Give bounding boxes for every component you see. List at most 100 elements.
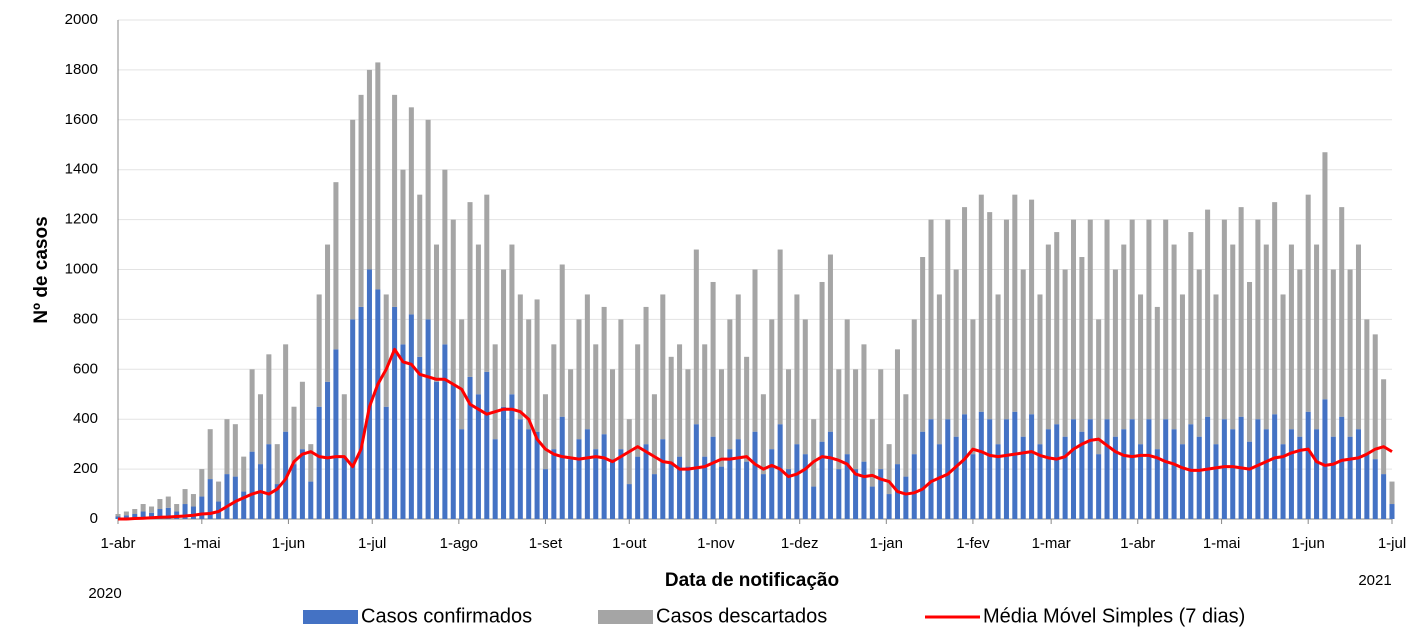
bar-segment xyxy=(677,344,683,457)
bar-segment xyxy=(1003,419,1009,519)
bar-segment xyxy=(827,254,833,432)
bar-segment xyxy=(626,484,632,519)
bar-segment xyxy=(526,319,532,430)
bar-segment xyxy=(249,369,255,452)
bar-segment xyxy=(1372,459,1378,519)
bar-segment xyxy=(727,319,733,450)
bar-segment xyxy=(484,194,490,372)
bar-segment xyxy=(408,314,414,519)
bar-segment xyxy=(718,466,724,519)
bar-segment xyxy=(1196,269,1202,437)
bar-segment xyxy=(660,294,666,440)
bar-segment xyxy=(1288,244,1294,430)
bar-segment xyxy=(123,515,129,519)
bar-segment xyxy=(492,344,498,440)
bar-segment xyxy=(1054,424,1060,519)
bar-segment xyxy=(1146,219,1152,420)
legend-swatch xyxy=(598,610,653,624)
bar-segment xyxy=(752,431,758,519)
bar-segment xyxy=(920,431,926,519)
bar-segment xyxy=(1138,444,1144,519)
bar-segment xyxy=(1129,219,1135,420)
bar-segment xyxy=(1045,429,1051,519)
bar-segment xyxy=(1355,429,1361,519)
bar-segment xyxy=(559,416,565,519)
year-label: 2020 xyxy=(88,585,121,602)
bar-segment xyxy=(283,431,289,519)
y-tick-label: 1600 xyxy=(65,111,98,128)
bar-segment xyxy=(1322,399,1328,519)
bar-segment xyxy=(819,281,825,442)
y-tick-label: 800 xyxy=(73,310,98,327)
bar-segment xyxy=(1389,481,1395,505)
bar-segment xyxy=(1154,449,1160,519)
bar-segment xyxy=(651,394,657,475)
x-tick-label: 1-mar xyxy=(1032,535,1071,552)
bar-segment xyxy=(1355,244,1361,430)
bar-segment xyxy=(1314,244,1320,430)
bar-segment xyxy=(1272,202,1278,415)
bar-segment xyxy=(1255,219,1261,420)
bar-segment xyxy=(1179,444,1185,519)
bar-segment xyxy=(1003,219,1009,420)
bar-segment xyxy=(1381,379,1387,475)
bar-segment xyxy=(618,449,624,519)
bar-segment xyxy=(333,182,339,350)
bar-segment xyxy=(1012,194,1018,412)
bar-segment xyxy=(609,369,616,460)
bar-segment xyxy=(526,429,532,519)
bar-segment xyxy=(769,319,775,450)
bar-segment xyxy=(1129,419,1135,519)
bar-segment xyxy=(660,439,666,519)
bar-segment xyxy=(844,454,850,519)
y-tick-label: 1000 xyxy=(65,260,98,277)
bar-segment xyxy=(517,419,523,519)
bar-segment xyxy=(182,504,188,519)
bar-segment xyxy=(517,294,523,420)
bar-segment xyxy=(291,406,297,465)
y-tick-label: 1400 xyxy=(65,161,98,178)
bar-segment xyxy=(945,219,951,420)
bar-segment xyxy=(1297,436,1303,519)
bar-segment xyxy=(425,319,431,519)
bar-segment xyxy=(978,194,984,412)
bar-segment xyxy=(350,319,356,519)
bar-segment xyxy=(995,444,1001,519)
legend-label: Casos confirmados xyxy=(361,605,532,627)
x-tick-label: 1-set xyxy=(529,535,563,552)
x-tick-label: 1-ago xyxy=(440,535,478,552)
bar-segment xyxy=(123,511,129,516)
bar-segment xyxy=(601,434,607,519)
bar-segment xyxy=(760,474,766,519)
bar-segment xyxy=(987,419,993,519)
x-axis-title: Data de notificação xyxy=(665,570,839,591)
bar-segment xyxy=(417,194,423,357)
bar-segment xyxy=(1138,294,1144,445)
bar-segment xyxy=(1205,209,1211,417)
bar-segment xyxy=(316,294,322,407)
bar-segment xyxy=(509,244,515,395)
x-tick-label: 1-nov xyxy=(697,535,735,552)
bar-segment xyxy=(760,394,766,475)
bar-segment xyxy=(190,506,196,519)
bar-segment xyxy=(534,431,540,519)
bar-segment xyxy=(836,369,842,470)
bar-segment xyxy=(953,436,959,519)
bar-segment xyxy=(1272,414,1278,519)
bar-segment xyxy=(308,444,314,482)
bar-segment xyxy=(1037,444,1043,519)
bar-segment xyxy=(794,444,800,519)
bar-segment xyxy=(945,419,951,519)
bar-segment xyxy=(475,244,481,395)
bar-segment xyxy=(400,169,406,345)
bar-segment xyxy=(1146,419,1152,519)
bar-segment xyxy=(1389,504,1395,519)
bar-segment xyxy=(501,269,507,407)
bar-segment xyxy=(584,429,590,519)
bar-segment xyxy=(308,481,314,519)
x-tick-label: 1-jul xyxy=(358,535,386,552)
bar-segment xyxy=(182,489,188,505)
bar-segment xyxy=(710,436,716,519)
x-tick-label: 1-mai xyxy=(1203,535,1241,552)
bar-segment xyxy=(1280,294,1286,445)
